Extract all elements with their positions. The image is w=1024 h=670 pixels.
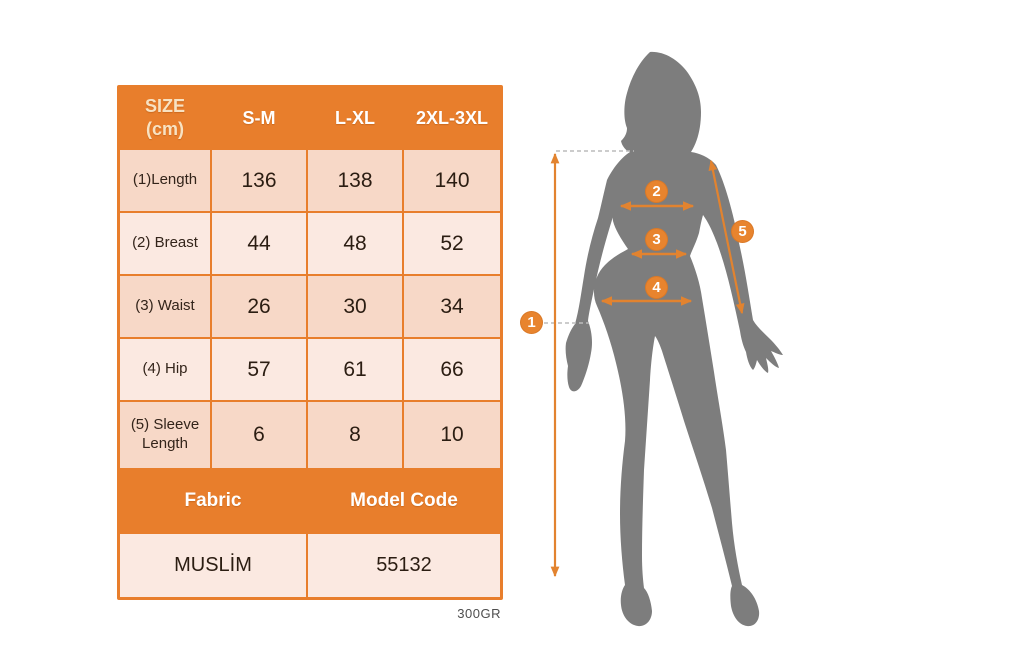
sleeve-l-xl: 8 [308,402,402,468]
breast-s-m: 44 [212,213,306,274]
marker-1-height: 1 [520,311,543,334]
hip-s-m: 57 [212,339,306,400]
waist-l-xl: 30 [308,276,402,337]
weight-note: 300GR [457,606,501,621]
column-header-s-m: S-M [212,88,306,148]
waist-s-m: 26 [212,276,306,337]
size-unit-header: SIZE (cm) [120,88,210,148]
column-header-2xl-3xl: 2XL-3XL [404,88,500,148]
row-label-breast: (2) Breast [120,213,210,274]
sleeve-2xl-3xl: 10 [404,402,500,468]
column-header-l-xl: L-XL [308,88,402,148]
marker-4-hip: 4 [645,276,668,299]
size-unit-header-line1: SIZE [144,95,185,116]
breast-l-xl: 48 [308,213,402,274]
sleeve-s-m: 6 [212,402,306,468]
row-label-length: (1)Length [120,150,210,211]
model-code-value: 55132 [308,534,500,597]
size-unit-header-line2: (cm) [145,119,184,139]
breast-2xl-3xl: 52 [404,213,500,274]
length-l-xl: 138 [308,150,402,211]
fabric-value: MUSLİM [120,534,306,597]
size-table: SIZE (cm) S-M L-XL 2XL-3XL (1)Length 136… [117,85,503,600]
length-2xl-3xl: 140 [404,150,500,211]
row-label-hip: (4) Hip [120,339,210,400]
model-code-header: Model Code [308,470,500,532]
row-label-sleeve-length: (5) Sleeve Length [120,402,210,468]
hip-2xl-3xl: 66 [404,339,500,400]
marker-2-breast: 2 [645,180,668,203]
marker-3-waist: 3 [645,228,668,251]
sleeve-arrow [708,159,745,315]
hip-l-xl: 61 [308,339,402,400]
fabric-header: Fabric [120,470,306,532]
length-s-m: 136 [212,150,306,211]
waist-2xl-3xl: 34 [404,276,500,337]
marker-5-sleeve: 5 [731,220,754,243]
row-label-waist: (3) Waist [120,276,210,337]
body-measurement-figure [544,51,783,627]
woman-silhouette [565,51,783,627]
